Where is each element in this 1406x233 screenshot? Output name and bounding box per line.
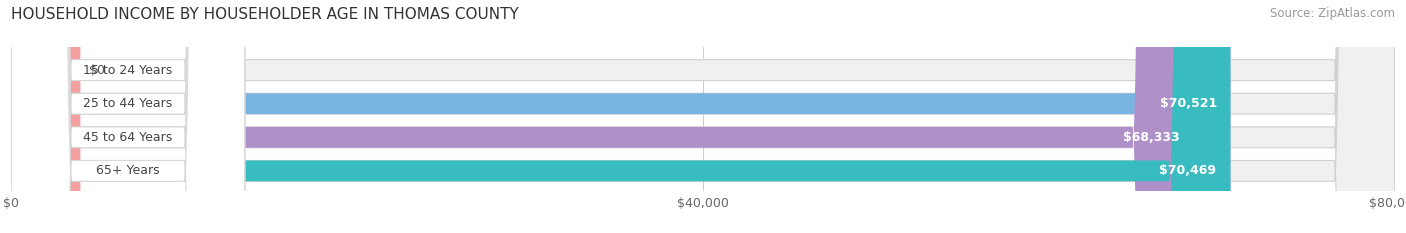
Text: 15 to 24 Years: 15 to 24 Years bbox=[83, 64, 173, 77]
FancyBboxPatch shape bbox=[11, 0, 1395, 233]
Text: $0: $0 bbox=[89, 64, 105, 77]
Text: $70,521: $70,521 bbox=[1160, 97, 1218, 110]
FancyBboxPatch shape bbox=[11, 0, 80, 233]
FancyBboxPatch shape bbox=[11, 0, 245, 233]
FancyBboxPatch shape bbox=[11, 0, 1230, 233]
Text: 45 to 64 Years: 45 to 64 Years bbox=[83, 131, 173, 144]
FancyBboxPatch shape bbox=[11, 0, 1192, 233]
Text: $70,469: $70,469 bbox=[1159, 164, 1216, 177]
FancyBboxPatch shape bbox=[11, 0, 245, 233]
FancyBboxPatch shape bbox=[11, 0, 245, 233]
FancyBboxPatch shape bbox=[11, 0, 245, 233]
FancyBboxPatch shape bbox=[11, 0, 1230, 233]
Text: 65+ Years: 65+ Years bbox=[96, 164, 160, 177]
Text: HOUSEHOLD INCOME BY HOUSEHOLDER AGE IN THOMAS COUNTY: HOUSEHOLD INCOME BY HOUSEHOLDER AGE IN T… bbox=[11, 7, 519, 22]
FancyBboxPatch shape bbox=[11, 0, 1395, 233]
Text: $68,333: $68,333 bbox=[1122, 131, 1180, 144]
FancyBboxPatch shape bbox=[11, 0, 1395, 233]
FancyBboxPatch shape bbox=[11, 0, 1395, 233]
Text: 25 to 44 Years: 25 to 44 Years bbox=[83, 97, 173, 110]
Text: Source: ZipAtlas.com: Source: ZipAtlas.com bbox=[1270, 7, 1395, 20]
